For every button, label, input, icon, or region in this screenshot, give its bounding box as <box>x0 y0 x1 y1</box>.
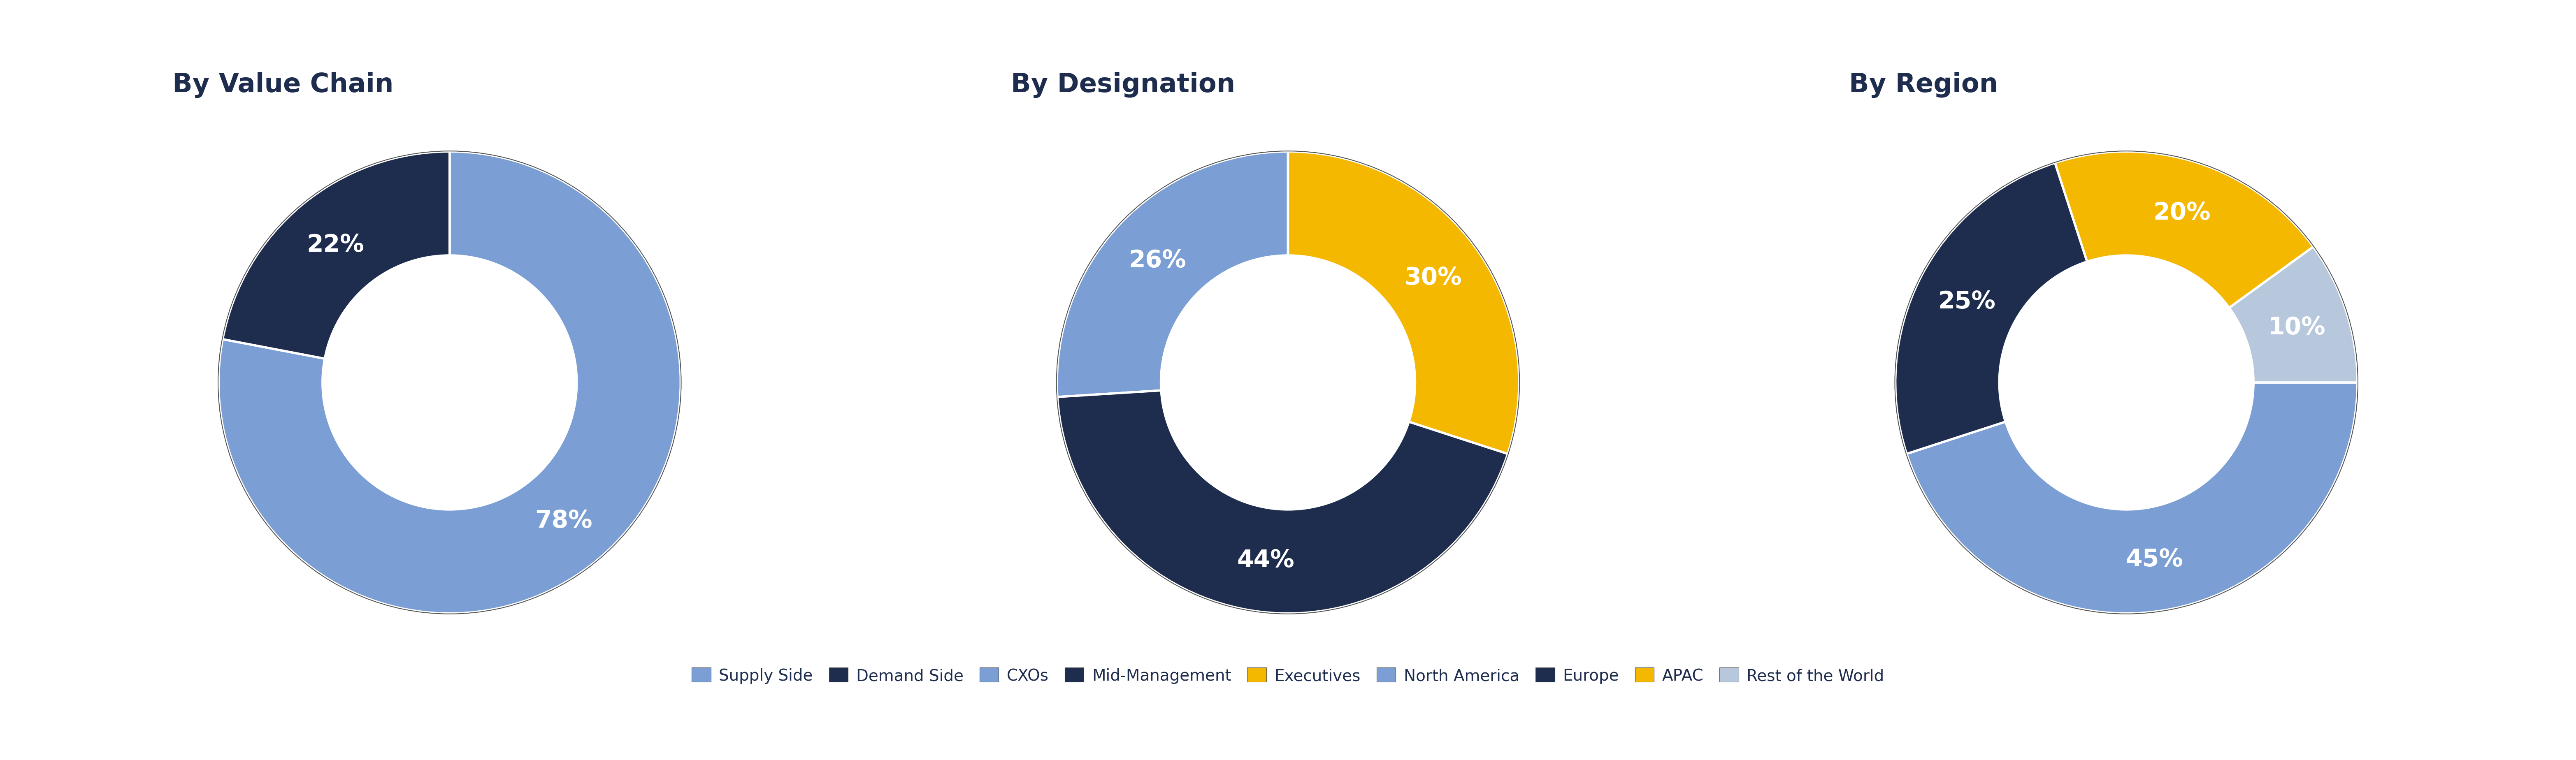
Text: By Value Chain: By Value Chain <box>173 71 394 98</box>
Text: 25%: 25% <box>1937 290 1996 313</box>
Text: 10%: 10% <box>2267 315 2326 339</box>
Wedge shape <box>1906 383 2357 613</box>
Text: 26%: 26% <box>1128 249 1185 272</box>
Wedge shape <box>2228 247 2357 383</box>
Wedge shape <box>1056 391 1507 613</box>
Text: By Designation: By Designation <box>1010 71 1234 98</box>
Wedge shape <box>1896 163 2087 454</box>
Text: 45%: 45% <box>2125 548 2184 571</box>
Wedge shape <box>1288 152 1520 454</box>
Text: By Region: By Region <box>1850 71 1999 98</box>
Text: 22%: 22% <box>307 233 363 257</box>
Wedge shape <box>2056 152 2313 308</box>
Text: 78%: 78% <box>536 508 592 532</box>
Wedge shape <box>1056 152 1288 397</box>
Text: 20%: 20% <box>2154 201 2210 224</box>
Text: Primary Sources: Primary Sources <box>1151 54 1425 82</box>
Wedge shape <box>222 152 451 359</box>
Text: 30%: 30% <box>1404 266 1461 290</box>
Text: 44%: 44% <box>1236 549 1293 572</box>
Legend: Supply Side, Demand Side, CXOs, Mid-Management, Executives, North America, Europ: Supply Side, Demand Side, CXOs, Mid-Mana… <box>693 668 1883 683</box>
Wedge shape <box>219 152 680 613</box>
